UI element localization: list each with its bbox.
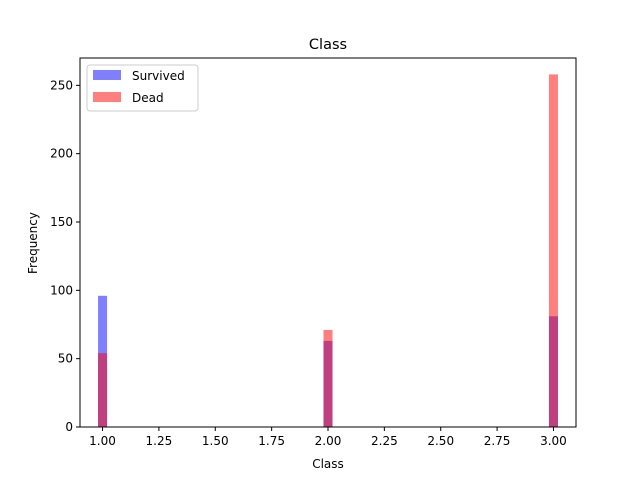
y-tick-label: 100: [50, 283, 73, 297]
y-axis-label: Frequency: [26, 212, 40, 274]
bar-dead-3: [548, 74, 558, 428]
plot-frame: [79, 57, 577, 428]
y-tick-label: 50: [58, 352, 73, 366]
x-tick-label: 2.75: [484, 434, 511, 448]
x-axis-ticks: 1.00 1.25 1.50 1.75 2.00 2.25 2.50 2.75 3.00: [89, 427, 567, 448]
legend-swatch-survived: [93, 70, 121, 80]
bar-dead-2: [323, 329, 333, 427]
x-tick-label: 1.75: [258, 434, 285, 448]
bar-dead-1: [98, 353, 108, 427]
y-axis-ticks: 0 50 100 150 200 250: [50, 78, 80, 434]
legend-swatch-dead: [93, 92, 121, 102]
legend: Survived Dead: [86, 64, 199, 112]
y-tick-label: 200: [50, 147, 73, 161]
legend-label-survived: Survived: [132, 69, 185, 83]
x-axis-label: Class: [312, 457, 344, 471]
x-tick-label: 3.00: [540, 434, 567, 448]
y-tick-label: 0: [65, 420, 73, 434]
chart-title: Class: [309, 37, 347, 53]
x-tick-label: 2.00: [315, 434, 342, 448]
x-tick-label: 1.00: [89, 434, 116, 448]
y-tick-label: 150: [50, 215, 73, 229]
x-tick-label: 2.25: [371, 434, 398, 448]
bars-group: [98, 74, 558, 428]
x-tick-label: 1.50: [202, 434, 229, 448]
y-tick-label: 250: [50, 78, 73, 92]
x-tick-label: 1.25: [146, 434, 173, 448]
legend-label-dead: Dead: [132, 91, 164, 105]
x-tick-label: 2.50: [427, 434, 454, 448]
